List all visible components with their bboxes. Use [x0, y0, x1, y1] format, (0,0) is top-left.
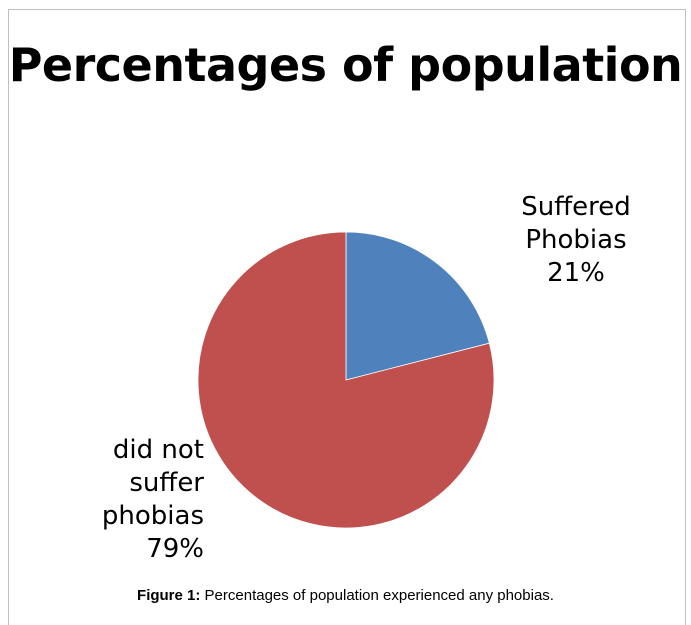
slice-value-label: 21%: [547, 258, 605, 288]
figure-frame-right-edge: [685, 579, 686, 625]
pie-slice-0: [345, 231, 490, 381]
slice-label-did-not-suffer: did not suffer phobias 79%: [84, 434, 204, 566]
slice-label-line: Suffered: [521, 192, 631, 222]
chart-title: Percentages of population: [8, 38, 683, 92]
slice-value-label: 79%: [146, 534, 204, 564]
slice-label-line: suffer: [129, 468, 204, 498]
figure-caption: Figure 1: Percentages of population expe…: [0, 587, 691, 604]
slice-label-line: Phobias: [525, 225, 627, 255]
pie-slice-1: [197, 231, 495, 529]
figure-frame-left-edge: [8, 579, 9, 625]
slice-label-line: did not: [112, 435, 204, 465]
caption-text: Percentages of population experienced an…: [204, 587, 554, 604]
slice-label-suffered-phobias: Suffered Phobias 21%: [505, 191, 647, 290]
slice-label-line: phobias: [101, 501, 204, 531]
caption-label: Figure 1:: [137, 587, 201, 604]
